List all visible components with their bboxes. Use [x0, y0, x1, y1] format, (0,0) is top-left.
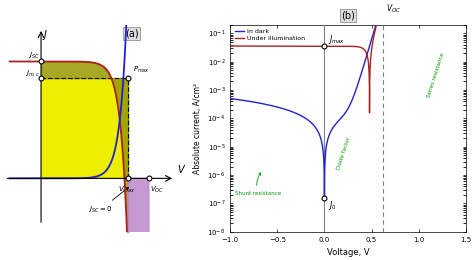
Text: $J_{SC}{=}0$: $J_{SC}{=}0$ — [88, 187, 128, 215]
Text: $V_{max}$: $V_{max}$ — [118, 185, 135, 195]
Text: (a): (a) — [125, 28, 138, 38]
Text: $J_{SC}$: $J_{SC}$ — [28, 51, 40, 61]
Y-axis label: Absolute current, A/cm²: Absolute current, A/cm² — [193, 83, 202, 174]
Text: Series resistance: Series resistance — [426, 53, 446, 99]
Text: (b): (b) — [341, 11, 355, 21]
Text: $J$: $J$ — [42, 28, 48, 42]
Text: $J_0$: $J_0$ — [328, 199, 337, 212]
Text: Shunt resistance: Shunt resistance — [235, 173, 281, 196]
X-axis label: Voltage, V: Voltage, V — [327, 248, 369, 257]
Text: $P_{max}$: $P_{max}$ — [133, 64, 150, 75]
Text: $J_{max}$: $J_{max}$ — [328, 33, 346, 46]
Text: Diode factor: Diode factor — [336, 136, 351, 170]
Text: $J_{m,c}$: $J_{m,c}$ — [25, 68, 40, 78]
Text: $V_{OC}$: $V_{OC}$ — [150, 185, 164, 195]
Text: $V$: $V$ — [177, 163, 186, 175]
Text: $V_{OC}$: $V_{OC}$ — [386, 2, 401, 15]
Legend: In dark, Under illumination: In dark, Under illumination — [233, 28, 306, 42]
